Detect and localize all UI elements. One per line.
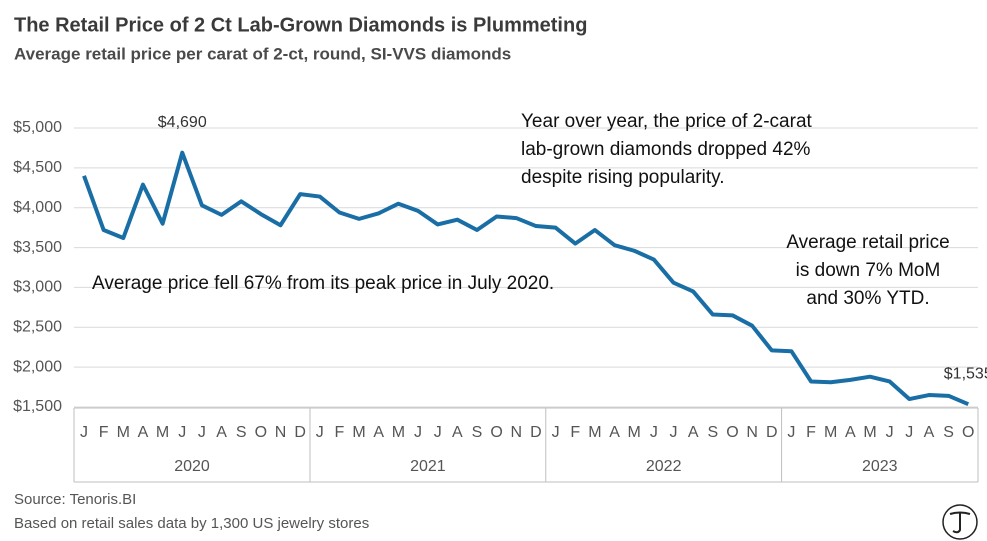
x-tick-label: M [156,424,169,441]
x-tick-label: S [707,424,718,441]
y-tick-label: $3,500 [13,239,62,256]
x-tick-label: A [924,424,935,441]
x-tick-label: M [588,424,601,441]
x-tick-label: J [80,424,88,441]
y-tick-label: $4,500 [13,159,62,176]
x-tick-label: J [198,424,206,441]
x-tick-label: D [530,424,542,441]
logo [942,504,978,540]
x-tick-label: A [216,424,227,441]
source: Source: Tenoris.BI [14,491,136,508]
x-tick-label: N [511,424,523,441]
x-tick-label: O [962,424,974,441]
annotation: is down 7% MoM [796,260,941,281]
x-tick-label: J [905,424,913,441]
annotation: Average retail price [786,232,949,253]
x-tick-label: O [490,424,502,441]
annotation: Year over year, the price of 2-carat [521,111,813,132]
x-tick-label: O [726,424,738,441]
x-tick-label: F [335,424,345,441]
x-tick-label: F [806,424,816,441]
x-tick-label: A [373,424,384,441]
x-tick-label: A [845,424,856,441]
x-tick-label: N [746,424,758,441]
x-tick-label: J [316,424,324,441]
x-tick-label: M [392,424,405,441]
x-tick-label: N [275,424,287,441]
x-tick-label: J [178,424,186,441]
x-tick-label: J [552,424,560,441]
chart-subtitle: Average retail price per carat of 2-ct, … [14,44,511,63]
x-tick-label: J [434,424,442,441]
year-label: 2023 [862,458,898,475]
x-tick-label: M [352,424,365,441]
x-tick-label: F [99,424,109,441]
x-tick-label: M [117,424,130,441]
x-tick-label: A [138,424,149,441]
x-tick-label: D [294,424,306,441]
y-tick-label: $1,500 [13,398,62,415]
x-tick-label: J [650,424,658,441]
y-tick-label: $2,000 [13,358,62,375]
x-tick-label: A [609,424,620,441]
x-tick-label: J [787,424,795,441]
y-tick-label: $5,000 [13,119,62,136]
x-tick-label: J [886,424,894,441]
y-tick-label: $4,000 [13,199,62,216]
chart-title: The Retail Price of 2 Ct Lab-Grown Diamo… [14,14,587,36]
x-tick-label: A [688,424,699,441]
line [82,150,970,407]
x-tick-label: M [628,424,641,441]
annotation: Average price fell 67% from its peak pri… [92,273,554,294]
x-tick-label: J [670,424,678,441]
data-label: $1,535 [944,365,987,382]
year-label: 2020 [174,458,210,475]
x-tick-label: J [414,424,422,441]
x-tick-label: A [452,424,463,441]
x-tick-label: S [943,424,954,441]
y-tick-label: $3,000 [13,279,62,296]
x-tick-label: M [824,424,837,441]
data-label: $4,690 [158,114,207,131]
annotation: and 30% YTD. [806,288,929,309]
annotation: despite rising popularity. [521,167,724,188]
x-tick-label: S [472,424,483,441]
x-tick-label: S [236,424,247,441]
x-tick-label: O [255,424,267,441]
y-tick-label: $2,500 [13,319,62,336]
source: Based on retail sales data by 1,300 US j… [14,515,369,532]
annotation: lab-grown diamonds dropped 42% [521,139,811,160]
x-tick-label: D [766,424,778,441]
x-tick-label: F [570,424,580,441]
x-tick-label: M [863,424,876,441]
year-label: 2021 [410,458,446,475]
year-label: 2022 [646,458,682,475]
